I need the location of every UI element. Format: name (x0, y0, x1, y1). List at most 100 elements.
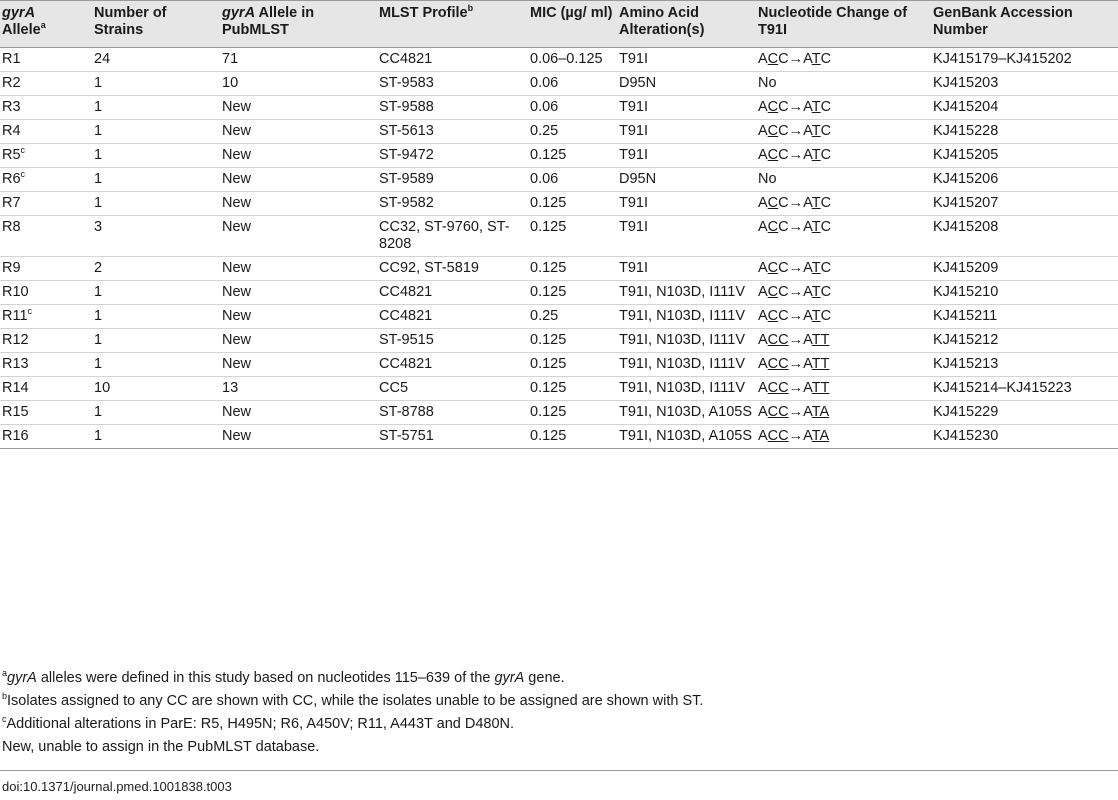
cell-allele: R4 (0, 119, 92, 144)
table-row: R4 1 New ST-5613 0.25 T91I ACC→ATC KJ415228 (0, 119, 1118, 144)
cell-pubmlst: New (220, 191, 377, 216)
cell-nucleotide: ACC→ATT (756, 328, 931, 353)
cell-pubmlst: 13 (220, 376, 377, 401)
cell-genbank: KJ415203 (931, 71, 1118, 96)
cell-mlst: ST-9582 (377, 191, 528, 216)
cell-nucleotide: ACC→ATA (756, 424, 931, 449)
cell-nucleotide: No (756, 167, 931, 192)
doi-divider (0, 770, 1118, 771)
cell-allele: R2 (0, 71, 92, 96)
cell-mic: 0.125 (528, 256, 617, 281)
cell-strains: 1 (92, 424, 220, 449)
cell-nucleotide: ACC→ATC (756, 191, 931, 216)
cell-amino: T91I (617, 256, 756, 281)
footnote-a: agyrA alleles were defined in this study… (2, 668, 565, 687)
cell-nucleotide: ACC→ATC (756, 143, 931, 168)
cell-mlst: ST-9588 (377, 95, 528, 120)
cell-allele: R9 (0, 256, 92, 281)
cell-mic: 0.06 (528, 71, 617, 96)
cell-allele: R6c (0, 167, 92, 192)
header-mlst: MLST Profileb (377, 0, 528, 48)
cell-amino: D95N (617, 71, 756, 96)
cell-genbank: KJ415204 (931, 95, 1118, 120)
table-row: R6c 1 New ST-9589 0.06 D95N No KJ415206 (0, 167, 1118, 192)
cell-pubmlst: New (220, 400, 377, 425)
cell-amino: T91I, N103D, I111V (617, 352, 756, 377)
header-amino: Amino Acid Alteration(s) (617, 0, 756, 48)
cell-pubmlst: 71 (220, 47, 377, 72)
cell-pubmlst: New (220, 95, 377, 120)
doi-link[interactable]: doi:10.1371/journal.pmed.1001838.t003 (2, 779, 232, 794)
cell-allele: R8 (0, 215, 92, 257)
cell-nucleotide: ACC→ATC (756, 304, 931, 329)
cell-mic: 0.25 (528, 119, 617, 144)
header-mic: MIC (µg/ ml) (528, 0, 617, 48)
cell-pubmlst: New (220, 424, 377, 449)
table-row: R3 1 New ST-9588 0.06 T91I ACC→ATC KJ415204 (0, 95, 1118, 120)
cell-amino: T91I, N103D, A105S (617, 424, 756, 449)
cell-amino: T91I, N103D, I111V (617, 304, 756, 329)
cell-genbank: KJ415205 (931, 143, 1118, 168)
cell-mic: 0.125 (528, 143, 617, 168)
cell-mlst: CC92, ST-5819 (377, 256, 528, 281)
table-row: R13 1 New CC4821 0.125 T91I, N103D, I111V ACC→… (0, 352, 1118, 377)
cell-allele: R14 (0, 376, 92, 401)
cell-strains: 1 (92, 280, 220, 305)
cell-mlst: ST-9515 (377, 328, 528, 353)
cell-mlst: ST-5751 (377, 424, 528, 449)
header-genbank: GenBank Accession Number (931, 0, 1118, 48)
cell-pubmlst: New (220, 304, 377, 329)
table-row: R5c 1 New ST-9472 0.125 T91I ACC→ATC KJ415205 (0, 143, 1118, 168)
cell-genbank: KJ415212 (931, 328, 1118, 353)
cell-pubmlst: New (220, 280, 377, 305)
footnote-c: cAdditional alterations in ParE: R5, H49… (2, 714, 515, 733)
cell-allele: R3 (0, 95, 92, 120)
cell-allele: R16 (0, 424, 92, 449)
gyra-allele-table: gyrA Allelea Number of Strains gyrA Allel… (0, 0, 1118, 449)
header-allele: gyrA Allelea (0, 0, 92, 48)
table-body: R1 24 71 CC4821 0.06–0.125 T91I ACC→ATC KJ41517… (0, 47, 1118, 449)
cell-pubmlst: New (220, 352, 377, 377)
cell-genbank: KJ415228 (931, 119, 1118, 144)
cell-allele: R5c (0, 143, 92, 168)
cell-amino: T91I (617, 215, 756, 257)
footnotes: agyrA alleles were defined in this study… (2, 667, 1102, 759)
cell-mlst: ST-9589 (377, 167, 528, 192)
table-row: R9 2 New CC92, ST-5819 0.125 T91I ACC→ATC KJ415… (0, 256, 1118, 281)
cell-mic: 0.06 (528, 95, 617, 120)
table-row: R10 1 New CC4821 0.125 T91I, N103D, I111V ACC→… (0, 280, 1118, 305)
cell-mic: 0.125 (528, 280, 617, 305)
cell-nucleotide: ACC→ATT (756, 352, 931, 377)
cell-allele: R1 (0, 47, 92, 72)
cell-genbank: KJ415210 (931, 280, 1118, 305)
cell-strains: 1 (92, 167, 220, 192)
cell-nucleotide: ACC→ATT (756, 376, 931, 401)
cell-allele: R15 (0, 400, 92, 425)
cell-strains: 10 (92, 376, 220, 401)
cell-mlst: ST-9472 (377, 143, 528, 168)
cell-nucleotide: ACC→ATC (756, 47, 931, 72)
cell-strains: 1 (92, 71, 220, 96)
cell-genbank: KJ415179–KJ415202 (931, 47, 1118, 72)
cell-amino: D95N (617, 167, 756, 192)
cell-amino: T91I, N103D, I111V (617, 376, 756, 401)
cell-nucleotide: ACC→ATA (756, 400, 931, 425)
cell-nucleotide: ACC→ATC (756, 280, 931, 305)
cell-genbank: KJ415214–KJ415223 (931, 376, 1118, 401)
cell-strains: 3 (92, 215, 220, 257)
cell-mlst: CC32, ST-9760, ST-8208 (377, 215, 528, 257)
cell-strains: 1 (92, 400, 220, 425)
cell-allele: R7 (0, 191, 92, 216)
cell-strains: 24 (92, 47, 220, 72)
cell-genbank: KJ415207 (931, 191, 1118, 216)
cell-nucleotide: ACC→ATC (756, 95, 931, 120)
cell-mic: 0.125 (528, 328, 617, 353)
cell-strains: 1 (92, 119, 220, 144)
header-nucleotide: Nucleotide Change of T91I (756, 0, 931, 48)
cell-mlst: CC4821 (377, 352, 528, 377)
cell-pubmlst: New (220, 119, 377, 144)
cell-amino: T91I (617, 119, 756, 144)
table-header-row: gyrA Allelea Number of Strains gyrA Allel… (0, 0, 1118, 48)
table-row: R2 1 10 ST-9583 0.06 D95N No KJ415203 (0, 71, 1118, 96)
